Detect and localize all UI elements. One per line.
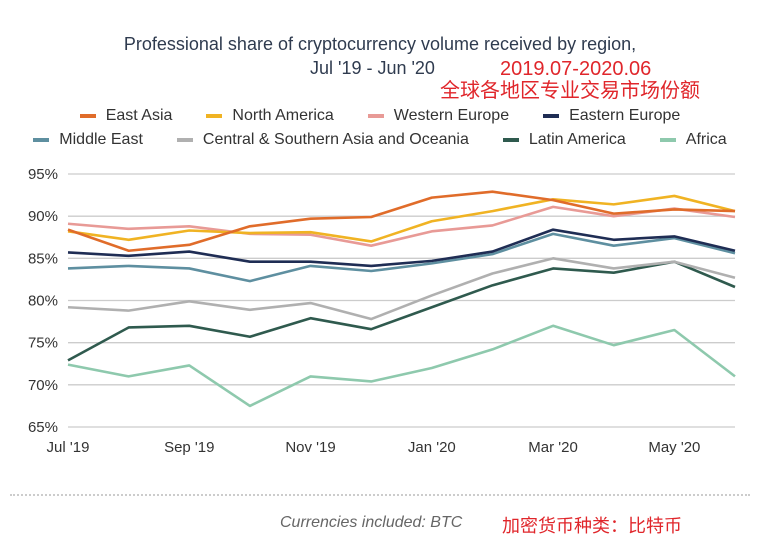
x-tick-label: Jan '20 (408, 439, 456, 456)
series-line-eastern-europe (67, 228, 736, 268)
series-line-africa (67, 324, 736, 408)
legend-swatch (176, 138, 193, 142)
legend-row-2: Middle East Central & Southern Asia and O… (0, 130, 760, 150)
series-line-western-europe (67, 205, 736, 247)
legend-row-1: East Asia North America Western Europe East… (0, 106, 760, 126)
annotation-cn-title: 全球各地区专业交易市场份额 (440, 80, 700, 102)
y-tick-label: 80% (28, 293, 58, 310)
legend-swatch (367, 114, 384, 118)
chart-title: Professional share of cryptocurrency vol… (123, 34, 637, 54)
legend-item: Africa (659, 130, 727, 150)
legend-swatch (502, 138, 519, 142)
x-tick-label: May '20 (648, 439, 700, 456)
y-tick-label: 70% (28, 377, 58, 394)
x-tick-label: Nov '19 (285, 439, 335, 456)
legend-item: Latin America (502, 130, 626, 150)
chart-subtitle: Jul '19 - Jun '20 (310, 58, 435, 78)
legend-label: Latin America (528, 131, 626, 148)
legend-item: Eastern Europe (543, 106, 680, 126)
y-tick-label: 75% (28, 335, 58, 352)
legend-swatch (79, 114, 96, 118)
series-line-north-america (67, 194, 736, 243)
series-line-east-asia (67, 190, 736, 253)
footer-note: Currencies included: BTC (280, 514, 463, 531)
footer-divider (10, 494, 750, 496)
legend-swatch (33, 138, 50, 142)
series-line-central-southern-asia-and-oceania (67, 257, 736, 321)
footer-note-cn: 加密货币种类：比特币 (502, 516, 682, 536)
y-tick-label: 90% (28, 208, 58, 225)
legend-swatch (543, 114, 560, 118)
series-line-middle-east (67, 232, 736, 283)
x-tick-label: Jul '19 (47, 439, 90, 456)
y-tick-label: 85% (28, 250, 58, 267)
x-tick-label: Mar '20 (528, 439, 578, 456)
legend-item: North America (206, 106, 334, 126)
y-tick-label: 95% (28, 166, 58, 183)
legend-item: Central & Southern Asia and Oceania (176, 130, 469, 150)
legend-label: Africa (685, 131, 727, 148)
legend-item: East Asia (79, 106, 173, 126)
series-line-latin-america (67, 260, 736, 362)
legend-label: North America (232, 107, 334, 124)
x-tick-label: Sep '19 (164, 439, 214, 456)
annotation-date-range: 2019.07-2020.06 (500, 58, 652, 80)
legend-label: East Asia (105, 107, 173, 124)
legend-label: Western Europe (393, 107, 510, 124)
legend-item: Western Europe (367, 106, 510, 126)
y-tick-label: 65% (28, 419, 58, 436)
legend-label: Eastern Europe (569, 107, 681, 124)
legend-item: Middle East (33, 130, 143, 150)
legend-label: Central & Southern Asia and Oceania (202, 131, 469, 148)
legend-swatch (659, 138, 676, 142)
legend-label: Middle East (59, 131, 143, 148)
legend-swatch (206, 114, 223, 118)
